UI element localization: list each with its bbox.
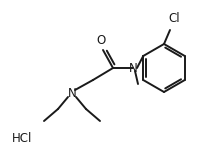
Text: O: O	[96, 34, 105, 47]
Text: N: N	[128, 61, 137, 75]
Text: N: N	[67, 87, 76, 100]
Text: Cl: Cl	[167, 12, 179, 25]
Text: HCl: HCl	[12, 132, 32, 144]
